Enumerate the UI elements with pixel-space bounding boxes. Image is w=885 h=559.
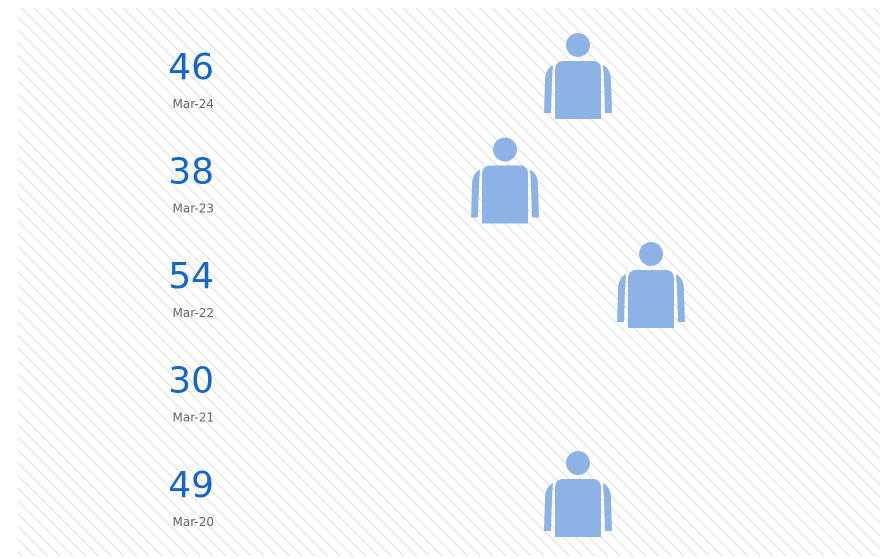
value-label: 30 <box>168 361 214 402</box>
value-label: 46 <box>168 47 214 88</box>
category-label: Mar-24 <box>173 97 214 111</box>
background <box>18 8 880 556</box>
category-label: Mar-21 <box>173 411 214 425</box>
category-label: Mar-20 <box>173 515 214 529</box>
category-label: Mar-22 <box>173 306 214 320</box>
value-label: 38 <box>168 152 214 193</box>
rows: 46 Mar-24 38 Mar-23 54 Mar-22 30 Mar-21 49 Mar-20 <box>168 33 685 537</box>
value-label: 49 <box>168 465 214 506</box>
value-label: 54 <box>168 256 214 297</box>
category-label: Mar-23 <box>173 202 214 216</box>
